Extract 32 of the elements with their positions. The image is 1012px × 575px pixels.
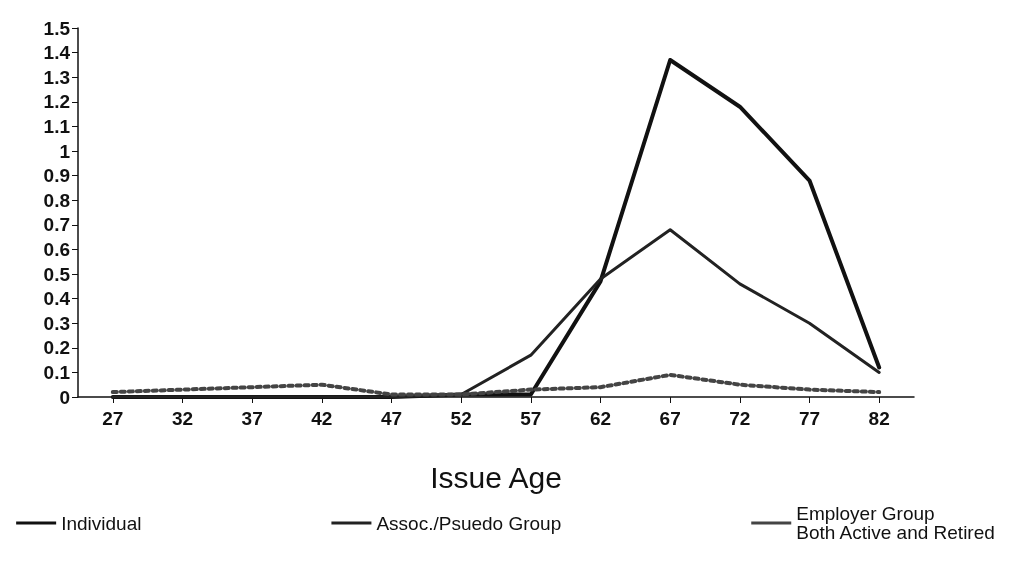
x-tick-label: 27 xyxy=(102,408,124,429)
x-tick-label: 67 xyxy=(659,408,681,429)
y-tick-label: 1.3 xyxy=(43,66,70,88)
x-axis-title: Issue Age xyxy=(430,460,562,494)
x-tick-label: 62 xyxy=(589,408,612,429)
y-tick-label: 0.8 xyxy=(43,189,70,211)
x-tick-label: 57 xyxy=(520,408,542,429)
y-tick-label: 0.9 xyxy=(43,165,70,187)
x-tick-label: 72 xyxy=(729,408,751,429)
legend-label: Employer Group Both Active and Retired xyxy=(796,503,995,543)
x-tick-label: 32 xyxy=(171,408,194,429)
y-tick-label: 0 xyxy=(59,386,70,408)
x-tick-label: 77 xyxy=(798,408,821,429)
y-tick-label: 0.1 xyxy=(43,361,71,383)
x-tick-label: 82 xyxy=(868,408,890,429)
y-tick-label: 1.4 xyxy=(43,42,71,64)
legend-label: Individual xyxy=(61,512,142,534)
y-tick-label: 0.5 xyxy=(43,263,71,285)
x-tick-label: 37 xyxy=(241,408,263,429)
x-tick-label: 42 xyxy=(311,408,333,429)
y-tick-label: 0.2 xyxy=(43,337,70,359)
y-tick-label: 1.2 xyxy=(43,91,70,113)
x-tick-label: 47 xyxy=(380,408,403,429)
y-tick-label: 1.5 xyxy=(43,17,71,39)
y-tick-label: 0.6 xyxy=(43,238,70,260)
y-tick-label: 0.7 xyxy=(43,214,70,236)
y-tick-label: 1.1 xyxy=(43,115,71,137)
y-tick-label: 1 xyxy=(59,140,71,162)
x-tick-label: 52 xyxy=(450,408,472,429)
y-tick-label: 0.4 xyxy=(43,288,71,310)
y-tick-label: 0.3 xyxy=(43,312,70,334)
legend-label: Assoc./Psuedo Group xyxy=(376,512,562,534)
